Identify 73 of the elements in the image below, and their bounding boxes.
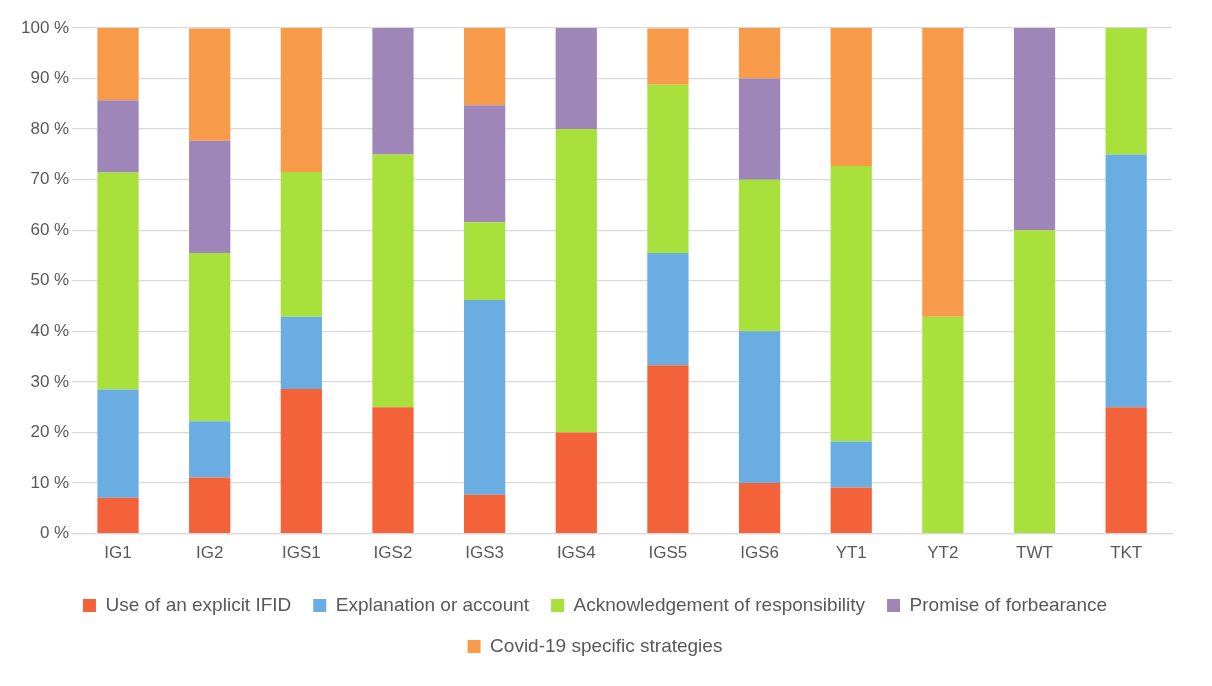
bar	[189, 140, 231, 253]
bar	[464, 105, 506, 223]
bar	[464, 222, 506, 301]
bar	[1105, 28, 1147, 155]
bar	[97, 172, 139, 390]
bar	[280, 389, 322, 533]
x-tick-label: TWT	[1016, 543, 1053, 563]
bar	[738, 179, 781, 332]
bar	[464, 494, 506, 533]
bar	[830, 166, 872, 442]
bar	[464, 28, 506, 106]
bar	[464, 300, 506, 495]
bar	[738, 78, 781, 180]
x-tick-label: IGS1	[281, 543, 321, 563]
x-tick-label: IG2	[195, 543, 224, 563]
bar	[738, 331, 781, 484]
y-tick-label: 70 %	[30, 169, 70, 189]
legend-label: Acknowledgement of responsibility	[573, 593, 866, 615]
bar	[1013, 28, 1056, 231]
y-tick-label: 10 %	[30, 472, 70, 492]
x-tick-label: IG1	[104, 543, 132, 563]
bar	[97, 28, 139, 101]
bar	[1105, 407, 1147, 533]
x-tick-label: IGS2	[373, 543, 413, 563]
bar	[830, 441, 872, 488]
bar	[372, 154, 414, 408]
bar	[189, 477, 231, 533]
legend-label: Covid-19 specific strategies	[490, 634, 723, 656]
y-tick-label: 40 %	[30, 321, 70, 341]
legend-label: Use of an explicit IFID	[105, 593, 292, 615]
bar	[280, 28, 322, 173]
bar	[1013, 230, 1056, 533]
y-tick-label: 20 %	[30, 422, 70, 442]
bar	[189, 421, 231, 478]
bar	[830, 487, 872, 533]
legend-label: Promise of forbearance	[909, 593, 1108, 615]
y-tick-label: 100 %	[21, 17, 70, 37]
legend-label: Explanation or account	[335, 593, 530, 615]
bar	[189, 252, 231, 422]
bar	[738, 28, 781, 79]
x-tick-label: IGS5	[648, 543, 688, 563]
x-tick-label: IGS6	[740, 543, 779, 563]
x-tick-label: YT1	[835, 543, 867, 563]
bar	[555, 432, 597, 533]
y-tick-label: 90 %	[30, 68, 70, 88]
y-tick-label: 80 %	[30, 118, 70, 138]
bar	[372, 407, 414, 533]
bar	[555, 129, 597, 433]
bar	[97, 389, 139, 498]
bar	[280, 316, 322, 389]
y-tick-label: 60 %	[30, 219, 70, 239]
bar	[189, 28, 231, 141]
bar	[372, 28, 414, 155]
bar	[647, 252, 689, 366]
bar	[647, 84, 689, 253]
bar	[280, 172, 322, 317]
y-tick-label: 0 %	[39, 523, 70, 543]
y-tick-label: 50 %	[30, 270, 70, 290]
bar	[1105, 154, 1147, 408]
y-tick-label: 30 %	[30, 371, 70, 391]
bar	[97, 497, 139, 533]
bar	[555, 28, 597, 130]
bar	[647, 365, 689, 533]
bar	[738, 483, 781, 533]
bar	[97, 100, 139, 173]
bar	[830, 28, 872, 167]
x-tick-label: TKT	[1110, 543, 1143, 563]
x-tick-label: IGS4	[556, 543, 596, 563]
x-tick-label: IGS3	[465, 543, 504, 563]
bar	[647, 28, 689, 85]
bar	[922, 316, 964, 533]
bar	[922, 28, 964, 317]
x-tick-label: YT2	[927, 543, 959, 563]
